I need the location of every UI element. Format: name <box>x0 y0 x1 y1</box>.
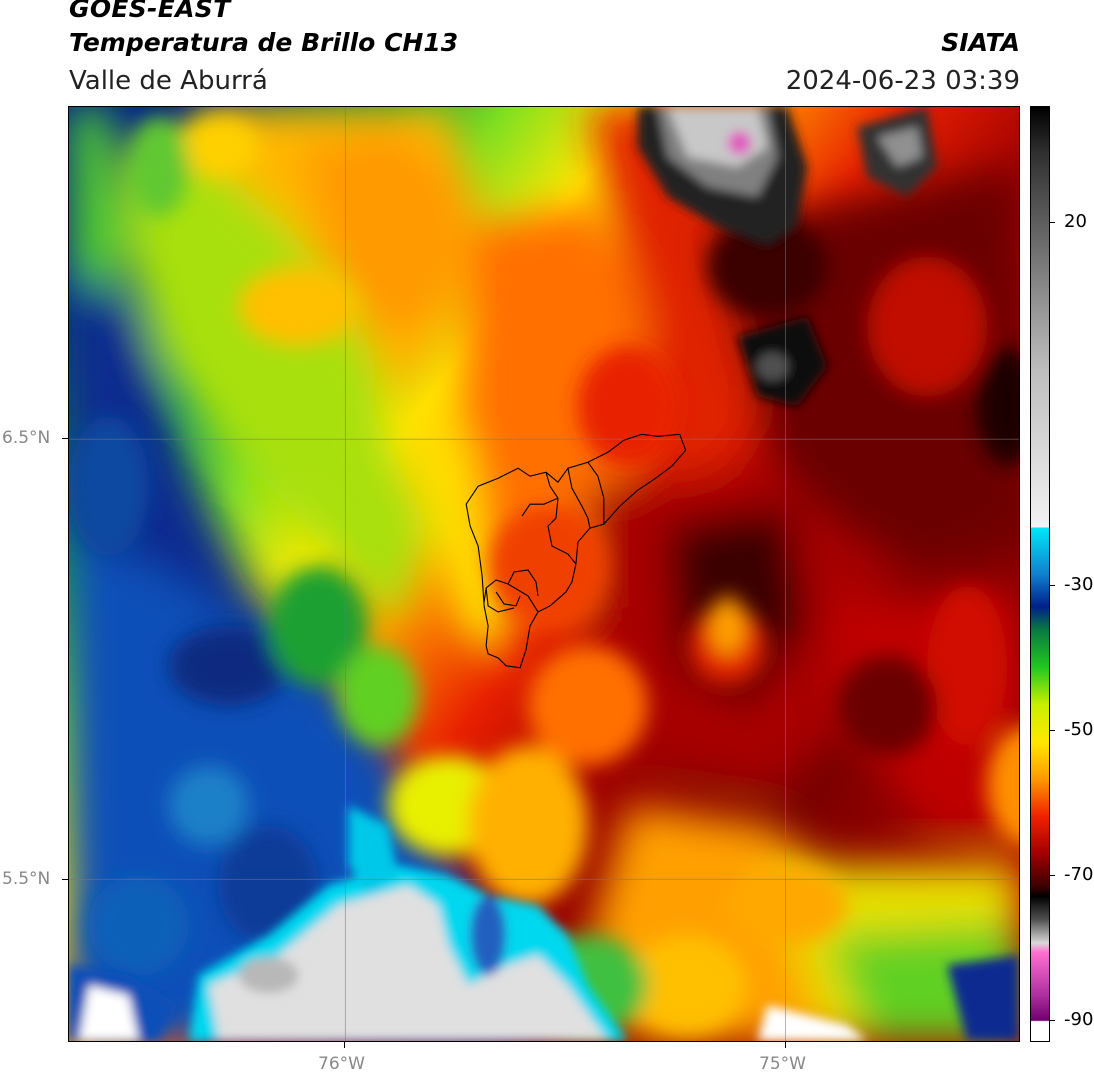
colorbar-tick-label: -30 <box>1064 574 1094 595</box>
colorbar-tick-label: -50 <box>1064 719 1094 740</box>
municipal-boundaries <box>465 433 687 669</box>
lon-label-75w: 75°W <box>759 1054 806 1074</box>
colorbar-tick <box>1049 585 1055 586</box>
colorbar-tick <box>1049 1020 1055 1021</box>
cold-cloud-tops <box>637 107 938 407</box>
satellite-title: GOES-EAST <box>69 0 231 23</box>
lon-label-76w: 76°W <box>318 1054 365 1074</box>
lon-tick-76w <box>344 1042 345 1048</box>
lat-label-5-5n: 5.5°N <box>2 869 51 889</box>
region-subtitle: Valle de Aburrá <box>69 66 268 96</box>
brightness-temperature-map <box>69 107 1019 1041</box>
colorbar-tick <box>1049 222 1055 223</box>
map-panel <box>68 106 1020 1042</box>
map-grid <box>69 107 1019 1041</box>
lat-tick-5-5n <box>62 879 68 880</box>
temperature-detail <box>69 116 1019 1036</box>
product-title: Temperatura de Brillo CH13 <box>69 28 459 57</box>
colorbar-tick-label: -70 <box>1064 864 1094 885</box>
lat-tick-6-5n <box>62 438 68 439</box>
timestamp-label: 2024-06-23 03:39 <box>785 66 1020 96</box>
colorbar-tick <box>1049 875 1055 876</box>
temperature-colorbar <box>1030 106 1050 1042</box>
colorbar-tick-label: 20 <box>1064 211 1087 232</box>
warm-surface-regions <box>69 805 1019 1041</box>
colorbar-tick-label: -90 <box>1064 1009 1094 1030</box>
lon-tick-75w <box>785 1042 786 1048</box>
lat-label-6-5n: 6.5°N <box>2 428 51 448</box>
colorbar-tick <box>1049 730 1055 731</box>
organization-label: SIATA <box>941 28 1020 57</box>
